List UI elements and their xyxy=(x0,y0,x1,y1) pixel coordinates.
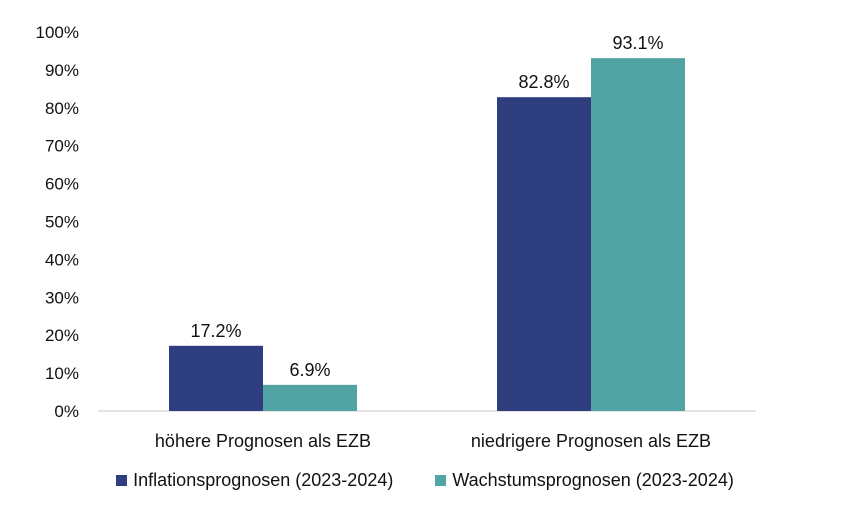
legend-item-growth: Wachstumsprognosen (2023-2024) xyxy=(435,470,734,491)
bar-growth-0 xyxy=(263,384,357,411)
y-tick-label: 90% xyxy=(45,61,79,80)
data-labels: 17.2% 82.8% 6.9% 93.1% xyxy=(190,33,663,380)
legend-label-growth: Wachstumsprognosen (2023-2024) xyxy=(452,470,734,490)
bar-inflation-1 xyxy=(497,97,591,412)
legend-item-inflation: Inflationsprognosen (2023-2024) xyxy=(116,470,393,491)
x-axis-categories: höhere Prognosen als EZB niedrigere Progn… xyxy=(155,431,711,451)
y-tick-label: 10% xyxy=(45,364,79,383)
data-label: 93.1% xyxy=(612,33,663,53)
legend: Inflationsprognosen (2023-2024) Wachstum… xyxy=(0,470,850,491)
bar-inflation-0 xyxy=(169,345,263,411)
legend-label-inflation: Inflationsprognosen (2023-2024) xyxy=(133,470,394,490)
y-tick-label: 30% xyxy=(45,288,79,307)
y-tick-label: 40% xyxy=(45,250,79,269)
category-label: niedrigere Prognosen als EZB xyxy=(471,431,711,451)
bar-growth-1 xyxy=(591,58,685,411)
y-tick-label: 50% xyxy=(45,213,79,232)
y-axis-ticks: 0% 10% 20% 30% 40% 50% 60% 70% 80% 90% 100% xyxy=(36,23,79,421)
legend-swatch-inflation xyxy=(116,475,128,486)
data-label: 82.8% xyxy=(518,72,569,92)
bars xyxy=(169,58,685,412)
y-tick-label: 100% xyxy=(36,23,79,42)
y-tick-label: 60% xyxy=(45,175,79,194)
y-tick-label: 70% xyxy=(45,137,79,156)
data-label: 6.9% xyxy=(289,360,330,380)
legend-swatch-growth xyxy=(435,475,447,486)
category-label: höhere Prognosen als EZB xyxy=(155,431,371,451)
y-tick-label: 0% xyxy=(54,402,79,421)
data-label: 17.2% xyxy=(190,321,241,341)
y-tick-label: 20% xyxy=(45,326,79,345)
y-tick-label: 80% xyxy=(45,99,79,118)
